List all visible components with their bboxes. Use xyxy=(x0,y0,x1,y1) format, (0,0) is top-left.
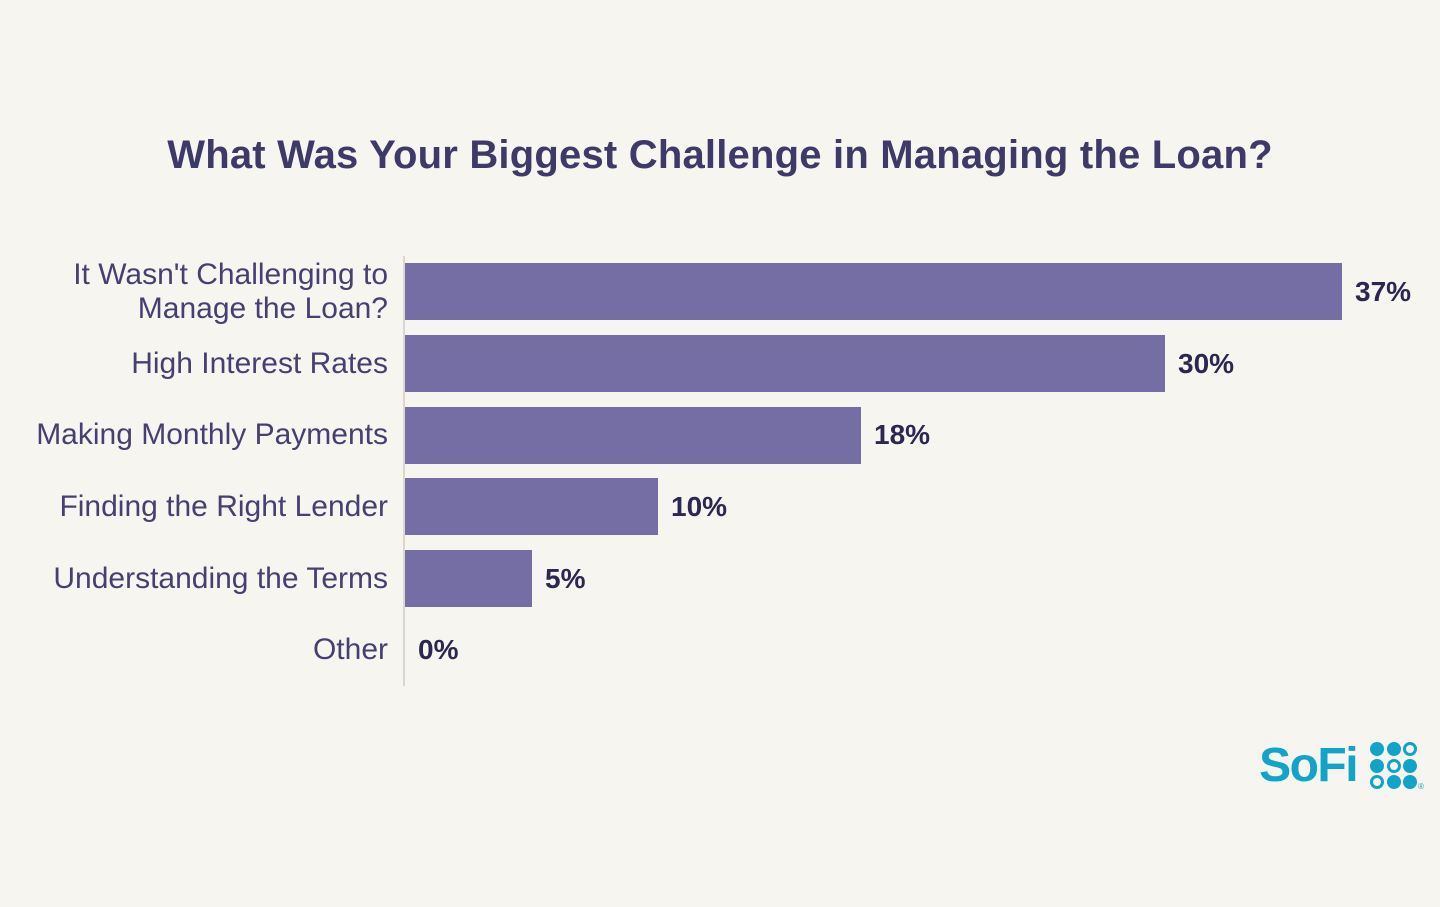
bar xyxy=(405,263,1342,321)
bar xyxy=(405,406,861,464)
ring-dot-icon xyxy=(1370,775,1385,789)
bar-track: 0% xyxy=(403,614,1440,687)
chart-row: Other 0% xyxy=(0,614,1440,687)
category-label: It Wasn't Challenging to Manage the Loan… xyxy=(73,258,388,325)
chart-title: What Was Your Biggest Challenge in Manag… xyxy=(167,133,1273,177)
bar-track: 5% xyxy=(403,542,1440,615)
bar-track: 30% xyxy=(403,327,1440,400)
filled-dot-icon xyxy=(1403,775,1418,789)
chart-row: High Interest Rates 30% xyxy=(0,327,1440,400)
category-label: Understanding the Terms xyxy=(53,561,388,595)
bar-track: 18% xyxy=(403,399,1440,472)
category-label: Finding the Right Lender xyxy=(59,490,388,524)
sofi-logo-text: SoFi xyxy=(1259,739,1359,792)
bar xyxy=(405,335,1165,393)
category-label: High Interest Rates xyxy=(131,346,388,380)
filled-dot-icon xyxy=(1370,742,1385,756)
chart-row: Making Monthly Payments 18% xyxy=(0,399,1440,472)
filled-dot-icon xyxy=(1386,742,1401,756)
filled-dot-icon xyxy=(1370,758,1385,773)
value-label: 18% xyxy=(874,419,931,451)
value-label: 10% xyxy=(671,490,728,522)
value-label: 30% xyxy=(1178,347,1235,379)
chart-row: It Wasn't Challenging to Manage the Loan… xyxy=(0,256,1440,328)
value-label: 5% xyxy=(545,562,586,594)
bar xyxy=(405,550,532,608)
filled-dot-icon xyxy=(1403,758,1418,773)
chart-row: Understanding the Terms 5% xyxy=(0,542,1440,615)
value-label: 0% xyxy=(418,634,459,666)
bar xyxy=(405,478,658,536)
sofi-logo: SoFi ® xyxy=(1259,738,1424,793)
ring-dot-icon xyxy=(1403,742,1418,756)
category-label: Other xyxy=(312,633,388,667)
category-label: Making Monthly Payments xyxy=(36,418,388,452)
filled-dot-icon xyxy=(1386,775,1401,789)
registered-trademark-icon: ® xyxy=(1418,782,1424,791)
bar-chart: It Wasn't Challenging to Manage the Loan… xyxy=(0,256,1440,687)
sofi-logo-dot-grid-icon xyxy=(1370,742,1418,789)
ring-dot-icon xyxy=(1386,758,1401,773)
value-label: 37% xyxy=(1355,275,1412,307)
chart-row: Finding the Right Lender 10% xyxy=(0,471,1440,543)
bar-track: 10% xyxy=(403,471,1440,543)
bar-track: 37% xyxy=(403,256,1440,328)
